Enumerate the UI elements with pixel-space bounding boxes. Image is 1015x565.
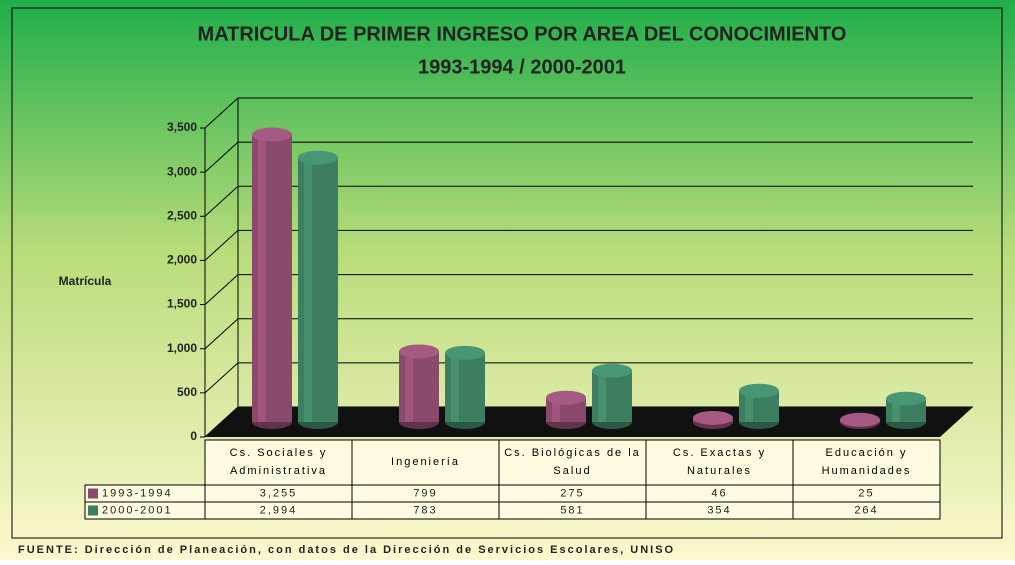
frame <box>11 7 1003 539</box>
category-cell: Ingeniería <box>391 456 460 468</box>
value-label: 46 <box>711 487 727 499</box>
floor <box>205 407 973 437</box>
chart-subtitle: 1993-1994 / 2000-2001 <box>418 56 626 78</box>
x-tick-label: Cs. Exactas y Naturales <box>672 447 767 477</box>
category-cell: Cs. Exactas y Naturales <box>672 447 767 477</box>
value-label: 783 <box>413 504 437 516</box>
category-cell: Educación y Humanidades <box>821 447 912 477</box>
x-tick-label: Cs. Sociales y Administrativa <box>229 447 328 477</box>
bar-top <box>445 345 485 360</box>
value-label: 581 <box>560 504 584 516</box>
category-cell: Cs. Sociales y Administrativa <box>229 447 328 477</box>
bar-top <box>840 412 880 427</box>
legend-swatch <box>88 505 98 516</box>
category-cell: Cs. Biológicas de la Salud <box>504 447 641 477</box>
bar-highlight <box>405 351 413 422</box>
y-tick-label: 0 <box>190 429 197 443</box>
bar-highlight <box>258 134 266 422</box>
value-label: 799 <box>413 487 437 499</box>
grid-line-side <box>204 97 239 129</box>
bar-top <box>739 383 779 398</box>
value-label: 275 <box>560 487 584 499</box>
bar-highlight <box>552 397 560 422</box>
grid-line-side <box>204 274 239 305</box>
y-tick-label: 3,000 <box>167 164 197 178</box>
table-head <box>204 439 941 486</box>
bar-top <box>592 363 632 378</box>
grid-line-side <box>204 141 239 173</box>
value-label: 264 <box>854 504 878 516</box>
grid-line-side <box>204 362 239 394</box>
source-note: FUENTE: Dirección de Planeación, con dat… <box>18 544 675 556</box>
grid-line-side <box>204 318 239 350</box>
bar-top <box>886 391 926 406</box>
bar-top <box>252 127 292 142</box>
bar-highlight <box>451 352 459 422</box>
y-tick-label: 1,000 <box>167 341 197 355</box>
bar-top <box>298 150 338 165</box>
y-tick-label: 2,500 <box>167 208 197 222</box>
x-tick-label: Cs. Biológicas de la Salud <box>504 447 641 477</box>
bar-top <box>546 390 586 405</box>
y-tick-label: 1,500 <box>167 297 197 311</box>
value-label: 354 <box>707 504 731 516</box>
bar-highlight <box>598 370 606 422</box>
value-label: 3,255 <box>260 487 298 499</box>
bar-top <box>399 344 439 359</box>
bar-highlight <box>892 398 900 422</box>
value-label: 2,994 <box>260 504 298 516</box>
x-tick-label: Educación y Humanidades <box>821 447 912 477</box>
y-tick-label: 3,500 <box>167 120 197 134</box>
value-label: 25 <box>858 487 874 499</box>
legend-swatch <box>88 488 98 499</box>
y-axis-label: Matrícula <box>59 274 112 288</box>
bar-highlight <box>304 157 312 422</box>
y-tick-label: 2,000 <box>167 253 197 267</box>
chart-title: MATRICULA DE PRIMER INGRESO POR AREA DEL… <box>198 23 847 45</box>
grid-line-side <box>204 230 239 261</box>
bar-top <box>693 410 733 425</box>
legend-label: 1993-1994 <box>102 487 173 499</box>
grid-line-side <box>204 185 239 217</box>
bar-highlight <box>745 390 753 422</box>
y-tick-label: 500 <box>177 385 197 399</box>
legend-label: 2000-2001 <box>102 504 173 516</box>
x-tick-label: Ingeniería <box>391 456 460 468</box>
